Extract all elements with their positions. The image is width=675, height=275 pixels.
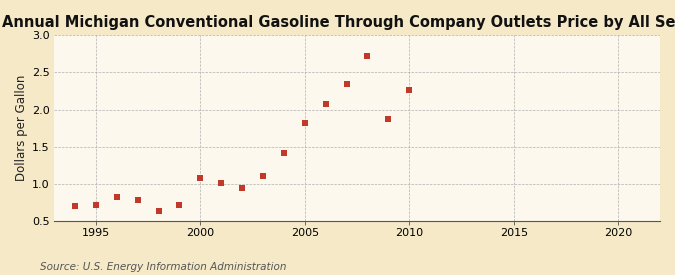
Title: Annual Michigan Conventional Gasoline Through Company Outlets Price by All Selle: Annual Michigan Conventional Gasoline Th… xyxy=(2,15,675,30)
Point xyxy=(195,176,206,180)
Point xyxy=(132,197,143,202)
Point xyxy=(174,202,185,207)
Point xyxy=(383,116,394,121)
Point xyxy=(153,208,164,213)
Point xyxy=(404,87,414,92)
Point xyxy=(362,54,373,58)
Point xyxy=(279,150,290,155)
Y-axis label: Dollars per Gallon: Dollars per Gallon xyxy=(15,75,28,182)
Point xyxy=(300,121,310,125)
Point xyxy=(90,202,101,207)
Point xyxy=(216,181,227,185)
Point xyxy=(341,81,352,86)
Point xyxy=(70,204,80,208)
Point xyxy=(321,102,331,107)
Text: Source: U.S. Energy Information Administration: Source: U.S. Energy Information Administ… xyxy=(40,262,287,272)
Point xyxy=(111,195,122,199)
Point xyxy=(258,174,269,178)
Point xyxy=(237,185,248,190)
